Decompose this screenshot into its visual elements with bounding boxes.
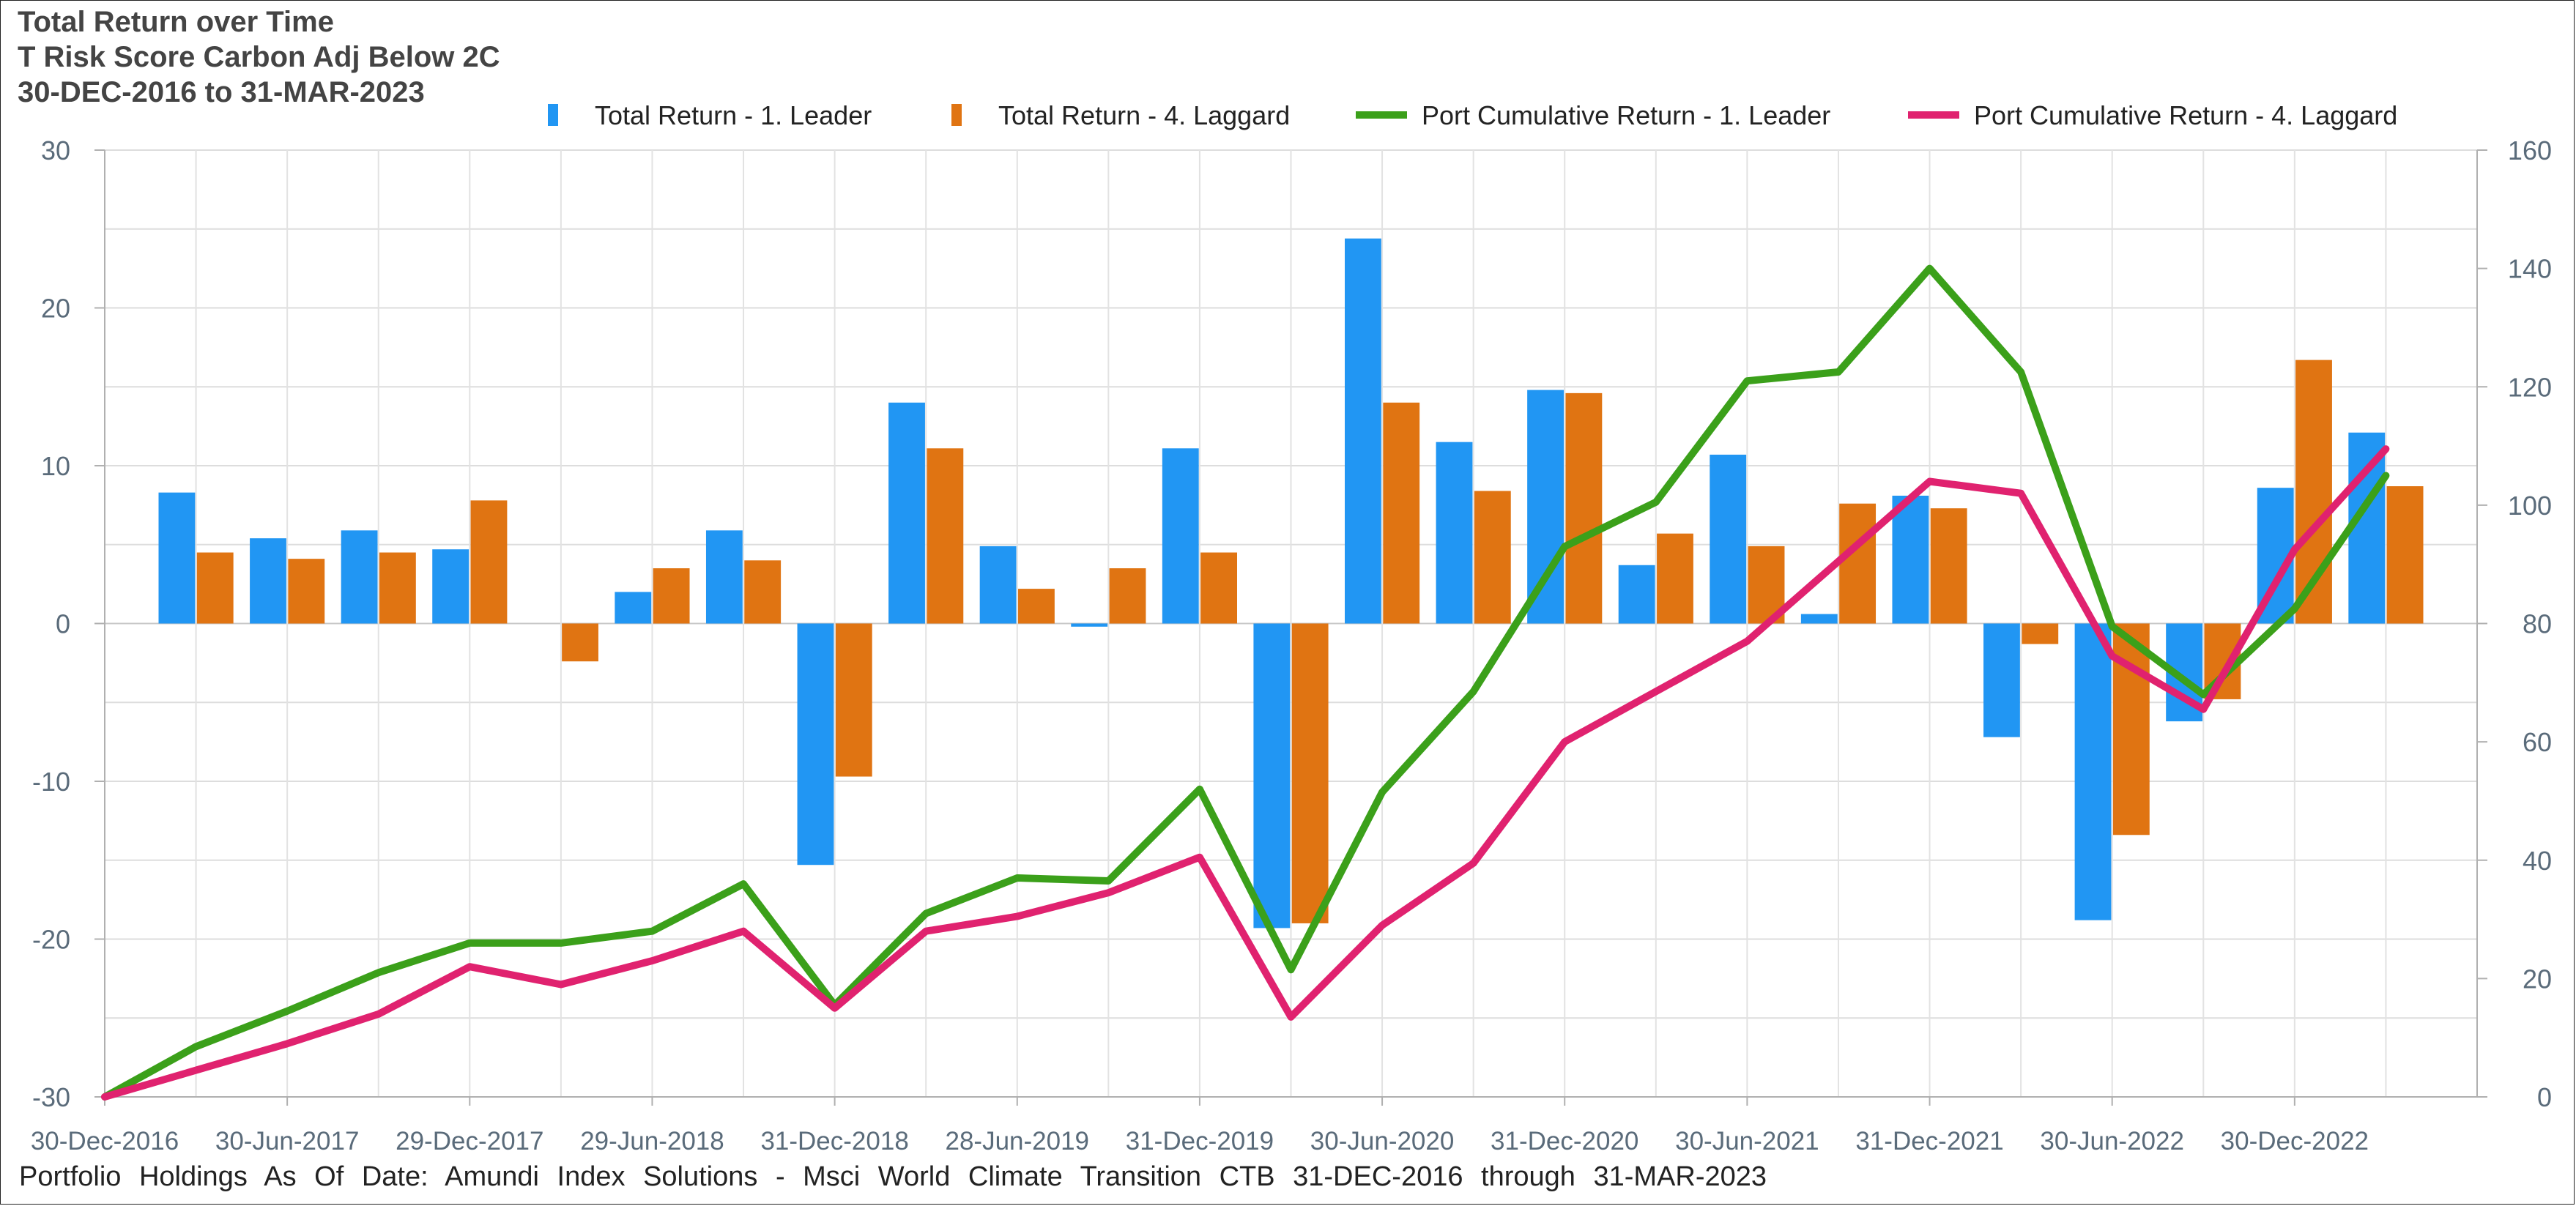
x-tick-label: 29-Dec-2017 — [396, 1127, 543, 1155]
bar-laggard — [927, 448, 964, 624]
y-left-tick-label: 10 — [41, 451, 70, 481]
x-tick-label: 31-Dec-2020 — [1491, 1127, 1638, 1155]
legend-label: Port Cumulative Return - 4. Laggard — [1974, 100, 2397, 130]
legend-label: Total Return - 4. Laggard — [998, 100, 1290, 130]
y-right-tick-label: 40 — [2523, 846, 2552, 876]
y-left-tick-label: 0 — [56, 609, 70, 639]
bar-laggard — [744, 560, 782, 624]
legend-swatch-bar — [951, 104, 962, 126]
y-right-tick-label: 100 — [2508, 491, 2552, 521]
y-right-tick-label: 140 — [2508, 254, 2552, 284]
x-tick-label: 31-Dec-2019 — [1126, 1127, 1274, 1155]
bar-laggard — [1018, 589, 1055, 624]
bar-laggard — [1565, 392, 1603, 624]
bar-laggard — [1200, 552, 1237, 624]
bar-leader — [1983, 623, 2020, 737]
bar-laggard — [653, 568, 690, 624]
bar-leader — [888, 402, 925, 624]
bar-laggard — [1930, 508, 1967, 624]
y-right-tick-label: 160 — [2508, 135, 2552, 165]
bar-laggard — [1839, 503, 1877, 624]
x-tick-label: 28-Jun-2019 — [945, 1127, 1089, 1155]
chart-subtitle: T Risk Score Carbon Adj Below 2C — [18, 41, 500, 73]
bar-laggard — [288, 559, 325, 624]
bar-laggard — [1474, 491, 1511, 624]
bar-laggard — [1291, 623, 1329, 923]
bar-laggard — [470, 500, 508, 624]
bar-leader — [2348, 432, 2386, 624]
bar-leader — [1710, 454, 1747, 624]
bar-laggard — [1657, 533, 1693, 624]
x-tick-label: 30-Dec-2016 — [31, 1127, 179, 1155]
chart-title: Total Return over Time — [18, 6, 334, 38]
legend-label: Port Cumulative Return - 1. Leader — [1422, 100, 1830, 130]
bar-laggard — [835, 623, 872, 777]
bar-leader — [1162, 448, 1199, 624]
line-cumulative-leader — [101, 264, 2390, 1101]
bar-leader — [1618, 565, 1655, 624]
bar-leader — [250, 538, 286, 624]
x-tick-label: 31-Dec-2018 — [760, 1127, 908, 1155]
bar-leader — [1253, 623, 1291, 928]
bar-laggard — [2022, 623, 2059, 644]
bar-leader — [432, 549, 469, 624]
bar-leader — [1892, 495, 1929, 624]
y-left-tick-label: 20 — [41, 294, 70, 324]
x-tick-label: 30-Jun-2017 — [215, 1127, 360, 1155]
bar-leader — [341, 530, 378, 624]
x-tick-label: 31-Dec-2021 — [1855, 1127, 2003, 1155]
x-tick-label: 30-Dec-2022 — [2221, 1127, 2369, 1155]
y-right-tick-label: 120 — [2508, 372, 2552, 402]
legend-label: Total Return - 1. Leader — [595, 100, 872, 130]
bar-laggard — [1383, 402, 1420, 624]
bar-leader — [1071, 623, 1108, 627]
x-tick-label: 30-Jun-2020 — [1310, 1127, 1455, 1155]
line-cumulative-laggard — [101, 445, 2390, 1101]
bar-laggard — [196, 552, 234, 624]
y-right-tick-label: 0 — [2537, 1082, 2552, 1112]
bar-leader — [705, 530, 743, 624]
bar-leader — [615, 592, 652, 624]
bar-leader — [1800, 614, 1838, 624]
y-right-tick-label: 20 — [2523, 964, 2552, 994]
y-right-tick-label: 60 — [2523, 727, 2552, 757]
chart-footer: Portfolio Holdings As Of Date: Amundi In… — [19, 1161, 1767, 1192]
chart-date-range: 30-DEC-2016 to 31-MAR-2023 — [18, 76, 425, 108]
y-right-tick-label: 80 — [2523, 609, 2552, 639]
bar-leader — [158, 492, 196, 624]
bar-leader — [1436, 442, 1473, 624]
bar-leader — [2074, 623, 2112, 920]
legend-swatch-bar — [548, 104, 558, 126]
bar-laggard — [562, 623, 598, 662]
bar-laggard — [379, 552, 416, 624]
x-tick-label: 30-Jun-2021 — [1675, 1127, 1819, 1155]
bar-laggard — [1109, 568, 1146, 624]
y-left-tick-label: -10 — [32, 767, 70, 797]
y-left-tick-label: -30 — [32, 1082, 70, 1112]
y-left-tick-label: 30 — [41, 135, 70, 165]
y-left-tick-label: -20 — [32, 925, 70, 955]
bar-laggard — [2112, 623, 2150, 835]
x-tick-label: 29-Jun-2018 — [580, 1127, 724, 1155]
x-tick-label: 30-Jun-2022 — [2040, 1127, 2184, 1155]
bar-leader — [1527, 390, 1564, 624]
bar-leader — [979, 546, 1017, 624]
bar-laggard — [2386, 486, 2424, 624]
bar-leader — [797, 623, 834, 866]
bar-leader — [1345, 238, 1381, 624]
